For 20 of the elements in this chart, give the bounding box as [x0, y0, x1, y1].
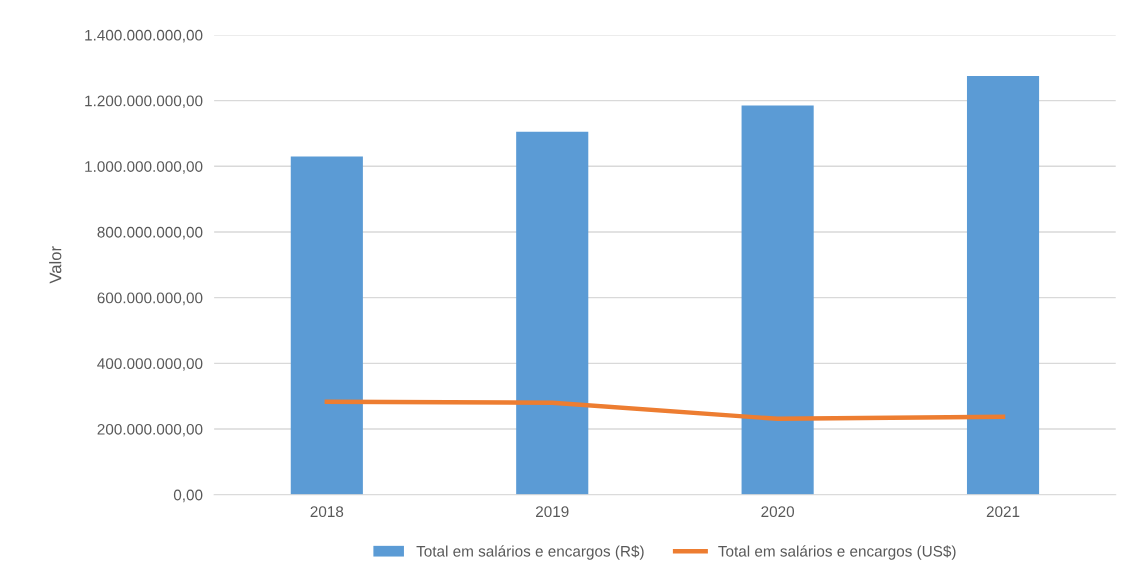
x-tick-label: 2018: [310, 506, 344, 518]
bar: [516, 131, 589, 495]
y-tick-label: 600.000.000,00: [97, 292, 203, 306]
bar: [290, 156, 363, 495]
x-tick-label: 2020: [761, 506, 795, 518]
y-tick-label: 200.000.000,00: [97, 423, 203, 437]
y-tick-label: 800.000.000,00: [97, 226, 203, 240]
x-tick-label: 2021: [986, 506, 1020, 518]
y-tick-label: 400.000.000,00: [97, 358, 203, 371]
y-tick-label: 1.200.000.000,00: [85, 95, 203, 109]
legend-label: Total em salários e encargos (R$): [416, 545, 644, 560]
y-axis-title: Valor: [49, 246, 62, 284]
x-tick-label: 2019: [536, 506, 569, 518]
line-series: [324, 399, 1006, 422]
bar: [966, 75, 1040, 495]
legend-label: Total em salários e encargos (US$): [718, 545, 956, 560]
bar: [741, 105, 814, 495]
y-tick-label: 1.400.000.000,00: [85, 29, 203, 43]
y-tick-label: 0,00: [173, 489, 203, 503]
y-tick-label: 1.000.000.000,00: [85, 161, 203, 174]
